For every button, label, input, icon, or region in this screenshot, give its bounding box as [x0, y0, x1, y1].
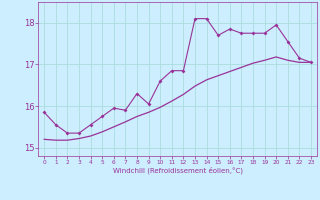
X-axis label: Windchill (Refroidissement éolien,°C): Windchill (Refroidissement éolien,°C): [113, 167, 243, 174]
